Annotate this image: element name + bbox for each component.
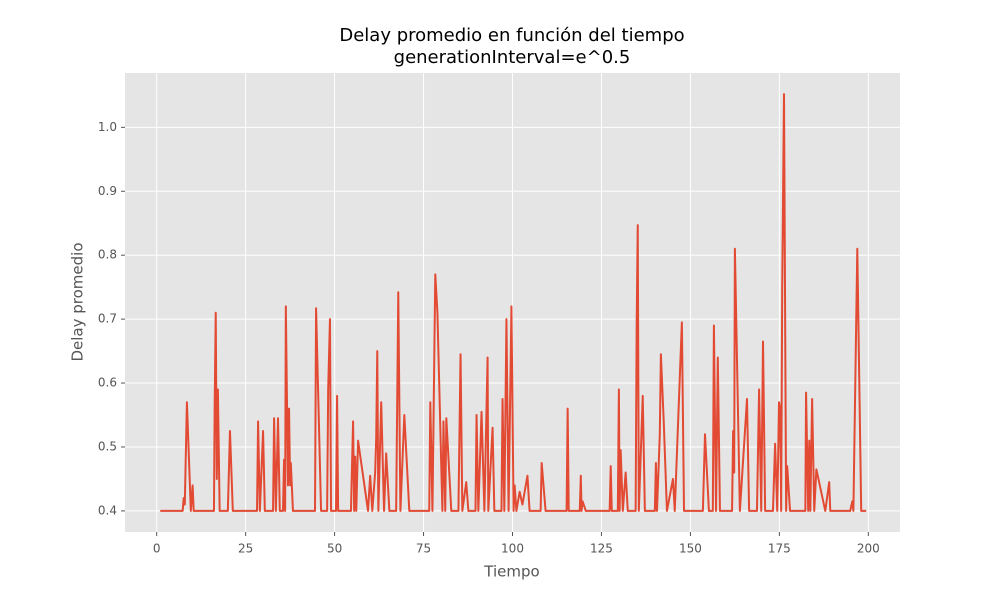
x-tick-label: 200 bbox=[857, 542, 880, 556]
data-line bbox=[160, 93, 867, 512]
chart-title: Delay promedio en función del tiempo bbox=[339, 25, 684, 46]
y-tick-label: 0.7 bbox=[98, 312, 117, 326]
x-axis-label: Tiempo bbox=[483, 563, 539, 581]
x-tick-label: 125 bbox=[590, 542, 613, 556]
y-axis-label: Delay promedio bbox=[69, 242, 87, 361]
x-tick-label: 175 bbox=[768, 542, 791, 556]
y-tick-label: 1.0 bbox=[98, 120, 117, 134]
x-tick-label: 150 bbox=[679, 542, 702, 556]
y-tick-label: 0.9 bbox=[98, 184, 117, 198]
x-tick-label: 0 bbox=[153, 542, 161, 556]
y-tick-label: 0.4 bbox=[98, 503, 117, 517]
x-tick-label: 75 bbox=[416, 542, 431, 556]
y-tick-label: 0.6 bbox=[98, 376, 117, 390]
y-tick-label: 0.5 bbox=[98, 439, 117, 453]
chart-subtitle: generationInterval=e^0.5 bbox=[394, 47, 631, 68]
y-tick-label: 0.8 bbox=[98, 248, 117, 262]
x-tick-label: 100 bbox=[501, 542, 524, 556]
x-tick-label: 50 bbox=[327, 542, 342, 556]
x-tick-label: 25 bbox=[238, 542, 253, 556]
